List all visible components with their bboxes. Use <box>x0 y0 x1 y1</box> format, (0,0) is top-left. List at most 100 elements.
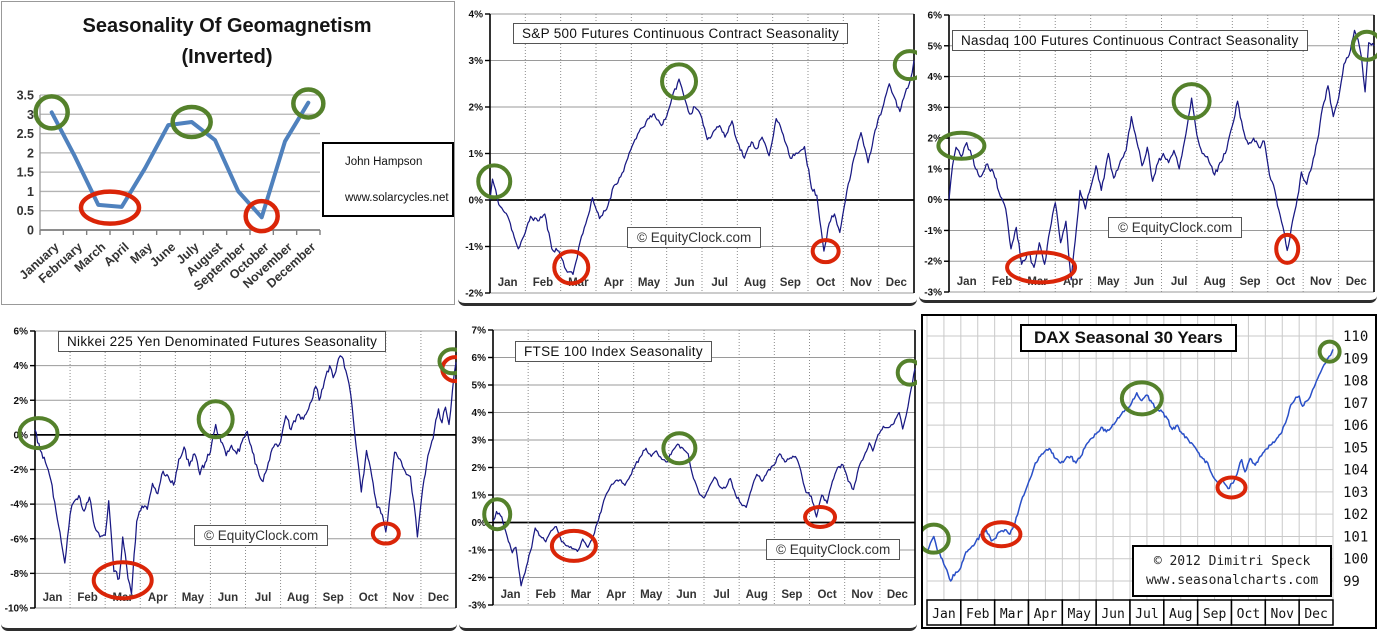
geomagnetism-panel: 3.5 3 2.5 2 1.5 1 0.5 0 January February March Apri… <box>1 1 455 305</box>
svg-text:2: 2 <box>27 146 34 160</box>
equityclock-watermark: © EquityClock.com <box>194 525 329 546</box>
nikkei-title: Nikkei 225 Yen Denominated Futures Seaso… <box>58 331 387 352</box>
svg-text:Jul: Jul <box>711 277 728 289</box>
dax-title: DAX Seasonal 30 Years <box>1020 324 1237 352</box>
geomagnetism-title: Seasonality Of Geomagnetism (Inverted) <box>2 11 452 73</box>
svg-text:7%: 7% <box>472 326 487 337</box>
svg-text:105: 105 <box>1343 440 1368 456</box>
svg-text:Oct: Oct <box>817 589 836 601</box>
svg-text:Jan: Jan <box>501 589 521 601</box>
svg-text:1: 1 <box>27 185 34 199</box>
svg-text:1%: 1% <box>472 491 487 502</box>
svg-text:Jan: Jan <box>43 592 63 604</box>
svg-text:-10%: -10% <box>5 604 28 615</box>
svg-text:108: 108 <box>1343 374 1368 390</box>
svg-text:-1%: -1% <box>468 546 486 557</box>
svg-text:4%: 4% <box>472 408 487 419</box>
svg-text:107: 107 <box>1343 396 1368 412</box>
svg-text:May: May <box>1097 276 1120 288</box>
svg-text:Aug: Aug <box>287 592 309 604</box>
svg-text:Dec: Dec <box>887 589 909 601</box>
svg-text:106: 106 <box>1343 418 1368 434</box>
sp500-panel: 4% 3% 2% 1% 0% -1% -2% Jan Feb Mar Apr May Jun Jul Aug… <box>458 0 917 306</box>
svg-text:Apr: Apr <box>148 592 168 604</box>
svg-text:109: 109 <box>1343 351 1368 367</box>
nasdaq-panel: 6% 5% 4% 3% 2% 1% 0% -1% -2% -3% Jan Feb Mar Apr May Ju… <box>919 0 1377 303</box>
svg-text:-8%: -8% <box>10 569 28 580</box>
ftse-panel: 7% 6% 5% 4% 3% 2% 1% 0% -1% -2% -3% Jan Feb Mar Apr May… <box>459 313 917 631</box>
svg-text:Feb: Feb <box>966 607 990 622</box>
nikkei-chart-canvas: 6%4%2%0%-2%-4%-6%-8%-10%Jan Feb Mar Apr May J… <box>5 327 457 615</box>
svg-text:110: 110 <box>1343 329 1368 345</box>
svg-text:Feb: Feb <box>533 277 553 289</box>
svg-text:0%: 0% <box>469 196 484 207</box>
nikkei-panel: 6% 4% 2% 0% -2% -4% -6% -8% -10% Jan Feb Mar Apr May J… <box>1 313 457 631</box>
svg-text:100: 100 <box>1343 552 1368 568</box>
svg-text:Oct: Oct <box>816 277 835 289</box>
svg-text:Oct: Oct <box>1276 276 1295 288</box>
svg-text:103: 103 <box>1343 485 1368 501</box>
svg-text:-3%: -3% <box>924 288 942 298</box>
svg-text:1%: 1% <box>928 164 943 175</box>
svg-text:4%: 4% <box>14 361 29 372</box>
svg-text:-1%: -1% <box>465 242 483 253</box>
svg-text:3.5: 3.5 <box>17 89 34 103</box>
svg-text:Sep: Sep <box>780 277 801 289</box>
svg-text:Aug: Aug <box>1169 607 1192 622</box>
svg-text:Jul: Jul <box>713 589 730 601</box>
dax-attribution-line1: © 2012 Dimitri Speck <box>1153 554 1311 569</box>
sp500-title: S&P 500 Futures Continuous Contract Seas… <box>513 23 849 44</box>
svg-text:0%: 0% <box>928 195 943 206</box>
svg-text:Aug: Aug <box>744 277 766 289</box>
svg-text:-2%: -2% <box>924 257 942 268</box>
svg-text:5%: 5% <box>472 381 487 392</box>
svg-text:Mar: Mar <box>571 589 592 601</box>
svg-text:Jul: Jul <box>1135 607 1158 622</box>
svg-text:3%: 3% <box>472 436 487 447</box>
svg-text:Oct: Oct <box>1237 607 1260 622</box>
svg-text:Dec: Dec <box>428 592 450 604</box>
svg-text:2.5: 2.5 <box>17 127 34 141</box>
svg-text:Apr: Apr <box>604 277 624 289</box>
attribution-author: John Hampson <box>345 156 423 168</box>
svg-text:0%: 0% <box>472 518 487 529</box>
svg-text:Feb: Feb <box>77 592 97 604</box>
svg-text:Jun: Jun <box>674 277 694 289</box>
svg-text:3%: 3% <box>469 56 484 67</box>
svg-text:1%: 1% <box>469 149 484 160</box>
svg-text:May: May <box>640 589 663 601</box>
svg-text:Dec: Dec <box>1346 276 1368 288</box>
svg-text:6%: 6% <box>472 353 487 364</box>
svg-text:-4%: -4% <box>10 500 28 511</box>
svg-text:Feb: Feb <box>536 589 556 601</box>
svg-text:Jan: Jan <box>957 276 977 288</box>
svg-text:102: 102 <box>1343 507 1368 523</box>
svg-text:Mar: Mar <box>1000 607 1024 622</box>
equityclock-watermark: © EquityClock.com <box>766 539 901 560</box>
svg-text:April: April <box>101 240 132 269</box>
svg-text:Oct: Oct <box>359 592 378 604</box>
svg-text:-2%: -2% <box>465 289 483 300</box>
svg-text:Jun: Jun <box>218 592 238 604</box>
svg-text:May: May <box>182 592 205 604</box>
svg-text:Nov: Nov <box>1310 276 1332 288</box>
dax-panel: 110 109 108 107 106 105 104 103 102 101 100 99 Jan Fe… <box>921 314 1377 629</box>
svg-text:6%: 6% <box>14 327 29 338</box>
geomagnetism-title-line1: Seasonality Of Geomagnetism <box>82 15 372 37</box>
nasdaq-title: Nasdaq 100 Futures Continuous Contract S… <box>952 30 1308 51</box>
svg-text:6%: 6% <box>928 11 943 22</box>
seasonalcharts-attribution-box: © 2012 Dimitri Speck www.seasonalcharts.… <box>1132 545 1333 597</box>
svg-text:Aug: Aug <box>1203 276 1225 288</box>
svg-text:-1%: -1% <box>924 226 942 237</box>
svg-text:3: 3 <box>27 108 34 122</box>
solarcycles-attribution-box: John Hampson www.solarcycles.net <box>322 142 454 217</box>
equityclock-watermark: © EquityClock.com <box>627 227 762 248</box>
svg-text:Jun: Jun <box>1101 607 1124 622</box>
svg-text:Jun: Jun <box>676 589 696 601</box>
dax-attribution-line2: www.seasonalcharts.com <box>1146 573 1319 588</box>
svg-text:Jan: Jan <box>932 607 955 622</box>
ftse-title: FTSE 100 Index Seasonality <box>515 341 712 362</box>
svg-text:0: 0 <box>27 224 34 238</box>
svg-text:Jul: Jul <box>255 592 272 604</box>
svg-text:Sep: Sep <box>323 592 344 604</box>
